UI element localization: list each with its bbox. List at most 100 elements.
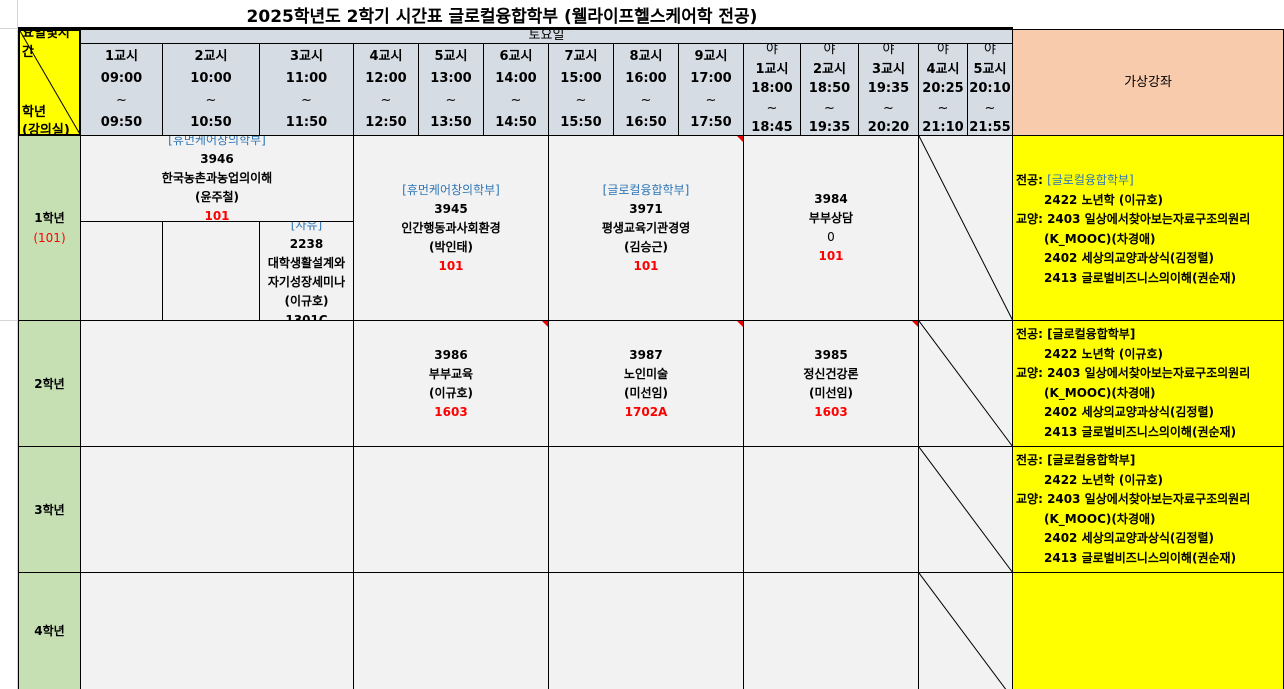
- virtual-lectures-grade-1[interactable]: 전공: [글로컬융합학부] 2422 노년학 (이규호) 교양: 2403 일상…: [1012, 135, 1284, 321]
- corner-header: 요일및시 간 학년 (강의실): [18, 29, 81, 136]
- period-end: 12:50: [365, 114, 407, 130]
- course-cell-3985[interactable]: 3985 정신건강론 (미선임) 1603: [743, 320, 919, 447]
- period-name: 2교시: [813, 61, 846, 77]
- course-room: 101: [818, 249, 844, 263]
- period-pre: 야: [766, 43, 778, 57]
- period-end: 09:50: [100, 114, 143, 130]
- gridline: [0, 28, 18, 29]
- course-cell-2238[interactable]: [자유] 2238 대학생활설계와 자기성장세미나 (이규호) 1301C: [259, 221, 354, 321]
- course-code: 3987: [629, 347, 663, 362]
- course-cell-3987[interactable]: 3987 노인미술 (미선임) 1702A: [548, 320, 744, 447]
- course-professor: (윤주철): [194, 190, 240, 204]
- course-cell-3984[interactable]: 3984 부부상담 0 101: [743, 135, 919, 321]
- major-course: 2422 노년학 (이규호): [1044, 192, 1163, 207]
- virtual-header: 가상강좌: [1012, 29, 1284, 136]
- period-tilde: ~: [984, 100, 996, 116]
- course-name: 노인미술: [623, 366, 669, 381]
- liberal-course: 2413 글로벌비즈니스의이해(권순재): [1044, 270, 1237, 285]
- virtual-lectures-grade-2[interactable]: 전공: [글로컬융합학부] 2422 노년학 (이규호) 교양: 2403 일상…: [1012, 320, 1284, 447]
- corner-top-line2: 간: [22, 45, 34, 60]
- course-name: 대학생활설계와: [267, 256, 346, 270]
- period-header-2: 2교시 10:00 ~10:50: [162, 43, 260, 136]
- period-tilde: ~: [205, 92, 217, 108]
- course-cell-3986[interactable]: 3986 부부교육 (이규호) 1603: [353, 320, 549, 447]
- course-cell-3945[interactable]: [휴먼케어창의학부] 3945 인간행동과사회환경 (박인태) 101: [353, 135, 549, 321]
- liberal-course-cont: (K_MOOC)(차경애): [1044, 511, 1156, 526]
- course-room: 1702A: [624, 404, 668, 419]
- grade-2-label: 2학년: [18, 320, 81, 447]
- comment-indicator[interactable]: [737, 136, 743, 142]
- period-name: 8교시: [629, 48, 663, 64]
- empty-cell[interactable]: [743, 446, 919, 573]
- course-cell-3971[interactable]: [글로컬융합학부] 3971 평생교육기관경영 (김승근) 101: [548, 135, 744, 321]
- period-header-11: 야 2교시 18:50 ~19:35: [800, 43, 859, 136]
- virtual-lectures-grade-3[interactable]: 전공: [글로컬융합학부] 2422 노년학 (이규호) 교양: 2403 일상…: [1012, 446, 1284, 573]
- major-course: 2422 노년학 (이규호): [1044, 346, 1163, 361]
- major-label: 전공:: [1016, 173, 1043, 187]
- liberal-course-cont: (K_MOOC)(차경애): [1044, 385, 1156, 400]
- liberal-course: 2402 세상의교양과상식(김정렬): [1044, 405, 1214, 419]
- title-border: [18, 27, 1013, 30]
- period-end: 15:50: [560, 114, 602, 130]
- period-header-9: 9교시 17:00 ~17:50: [678, 43, 744, 136]
- course-name-line2: 자기성장세미나: [267, 275, 346, 289]
- empty-cell[interactable]: [80, 320, 354, 447]
- period-header-8: 8교시 16:00 ~16:50: [613, 43, 679, 136]
- empty-cell[interactable]: [80, 446, 354, 573]
- period-start: 14:00: [495, 70, 537, 86]
- period-end: 16:50: [625, 114, 667, 130]
- period-end: 17:50: [690, 114, 732, 130]
- period-name: 6교시: [499, 48, 533, 64]
- liberal-course: 2413 글로벌비즈니스의이해(권순재): [1044, 550, 1237, 565]
- period-end: 13:50: [430, 114, 472, 130]
- course-professor: (미선임): [808, 385, 854, 400]
- period-tilde: ~: [766, 100, 778, 116]
- period-tilde: ~: [640, 92, 652, 108]
- period-start: 09:00: [100, 70, 143, 86]
- grade-3-label: 3학년: [18, 446, 81, 573]
- course-code: 2238: [289, 237, 324, 251]
- course-code: 3971: [629, 201, 663, 216]
- course-name: 평생교육기관경영: [601, 220, 691, 235]
- period-name: 5교시: [434, 48, 468, 64]
- course-code: 3984: [814, 192, 848, 206]
- empty-cell[interactable]: [80, 221, 163, 321]
- comment-indicator[interactable]: [912, 321, 918, 327]
- comment-indicator[interactable]: [737, 321, 743, 327]
- empty-cell[interactable]: [353, 446, 549, 573]
- empty-cell[interactable]: [80, 572, 354, 689]
- empty-cell[interactable]: [743, 572, 919, 689]
- course-room: 1603: [434, 404, 468, 419]
- course-code: 3945: [434, 201, 468, 216]
- empty-cell[interactable]: [548, 446, 744, 573]
- course-professor: (이규호): [428, 385, 474, 400]
- course-room: 1603: [814, 404, 848, 419]
- unavailable-cell: [918, 135, 1013, 321]
- period-tilde: ~: [510, 92, 522, 108]
- empty-cell[interactable]: [353, 572, 549, 689]
- course-dept: [휴먼케어창의학부]: [168, 135, 266, 147]
- period-name: 9교시: [694, 48, 728, 64]
- grade-label: 3학년: [34, 502, 65, 517]
- course-cell-3946[interactable]: [휴먼케어창의학부] 3946 한국농촌과농업의이해 (윤주철) 101: [80, 135, 354, 222]
- empty-cell[interactable]: [548, 572, 744, 689]
- period-tilde: ~: [301, 92, 312, 108]
- liberal-label: 교양:: [1016, 366, 1043, 380]
- course-dept: [휴먼케어창의학부]: [402, 182, 500, 197]
- period-name: 5교시: [973, 61, 1007, 77]
- period-end: 19:35: [808, 120, 851, 135]
- period-start: 11:00: [285, 70, 328, 86]
- course-room: 1301C: [285, 313, 328, 321]
- period-start: 20:25: [922, 81, 964, 96]
- period-tilde: ~: [575, 92, 587, 108]
- period-end: 11:50: [285, 114, 328, 130]
- major-label: 전공:: [1016, 327, 1043, 341]
- virtual-lectures-grade-4[interactable]: [1012, 572, 1284, 689]
- comment-indicator[interactable]: [542, 321, 548, 327]
- period-header-13: 야 4교시 20:25 ~21:10: [918, 43, 968, 136]
- grade-label: 4학년: [34, 624, 65, 638]
- gridline: [0, 320, 18, 321]
- empty-cell[interactable]: [162, 221, 260, 321]
- period-start: 12:00: [365, 70, 407, 86]
- course-professor: (이규호): [284, 294, 329, 308]
